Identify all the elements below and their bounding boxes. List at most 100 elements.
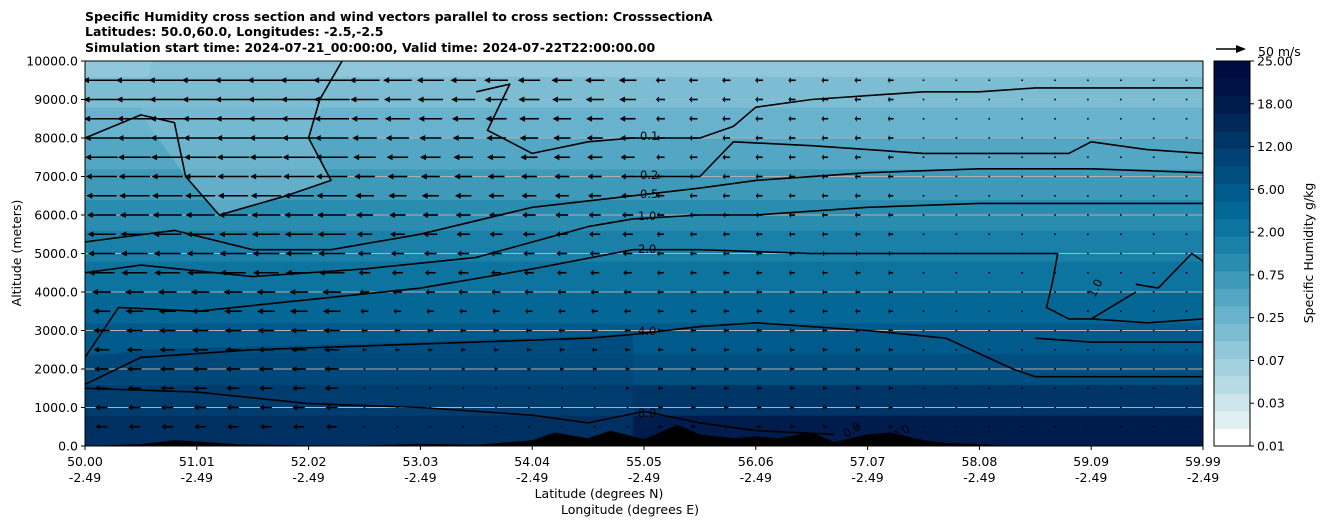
wind-vector-head <box>318 250 325 257</box>
wind-vector <box>363 425 366 428</box>
wind-vector-head <box>855 385 858 392</box>
wind-vector-head <box>756 269 759 276</box>
wind-vector-head <box>722 96 725 103</box>
wind-vector <box>988 271 991 274</box>
wind-vector <box>922 156 925 159</box>
wind-vector-head <box>723 308 726 315</box>
wind-vector-head <box>115 77 122 84</box>
wind-vector-head <box>93 327 99 334</box>
wind-vector-head <box>322 308 329 315</box>
wind-vector-head <box>688 96 693 103</box>
wind-vector <box>1119 368 1122 370</box>
wind-vector-head <box>821 154 824 161</box>
wind-vector-head <box>215 96 222 103</box>
wind-vector <box>363 406 366 409</box>
wind-vector-head <box>352 135 359 141</box>
wind-vector-head <box>688 77 692 84</box>
wind-vector <box>1087 194 1089 197</box>
wind-vector-head <box>95 423 100 430</box>
wind-vector-head <box>723 346 726 353</box>
wind-vector-head <box>854 96 857 103</box>
wind-vector <box>1185 194 1188 197</box>
wind-vector <box>922 271 925 274</box>
wind-vector <box>429 425 432 428</box>
title-line-1: Specific Humidity cross section and wind… <box>85 9 713 24</box>
wind-vector <box>1021 329 1023 332</box>
wind-vector-head <box>789 366 792 372</box>
wind-vector-head <box>524 289 528 295</box>
wind-vector-head <box>152 212 159 218</box>
wind-vector <box>429 387 432 390</box>
wind-vector-head <box>281 135 288 141</box>
wind-vector-head <box>524 269 528 276</box>
wind-vector-head <box>657 269 660 276</box>
wind-vector-head <box>285 269 292 276</box>
wind-vector <box>1054 348 1056 351</box>
wind-vector-head <box>315 154 322 161</box>
x-tick-label-lat: 58.08 <box>962 454 998 469</box>
wind-vector-head <box>854 173 857 180</box>
wind-vector <box>955 194 958 197</box>
wind-vector <box>922 98 925 101</box>
wind-vector-head <box>85 173 92 180</box>
wind-vector <box>1021 98 1023 101</box>
wind-vector-head <box>182 96 189 103</box>
wind-vector-head <box>723 269 726 276</box>
wind-vector <box>1185 117 1188 120</box>
wind-vector <box>495 425 497 428</box>
wind-vector-head <box>755 231 759 238</box>
wind-vector-head <box>158 308 165 315</box>
wind-vector-head <box>387 173 394 180</box>
wind-vector-head <box>821 173 824 180</box>
wind-vector-head <box>323 327 330 334</box>
wind-vector-head <box>283 192 290 199</box>
wind-vector <box>955 214 958 216</box>
wind-vector-head <box>689 173 693 180</box>
wind-vector <box>1087 252 1089 255</box>
y-tick-label: 1000.0 <box>34 400 78 415</box>
wind-vector-head <box>128 423 133 430</box>
wind-vector-head <box>92 308 99 315</box>
wind-vector <box>1119 310 1122 313</box>
wind-vector <box>988 368 991 370</box>
colorbar-segment <box>1214 253 1250 272</box>
wind-vector-head <box>887 135 890 141</box>
contour-label: 4.0 <box>638 324 656 338</box>
wind-vector <box>988 348 991 351</box>
wind-vector <box>1152 252 1155 255</box>
wind-vector-head <box>118 154 125 161</box>
wind-vector-head <box>354 173 361 180</box>
wind-vector <box>1054 425 1056 428</box>
wind-vector-head <box>854 192 857 199</box>
wind-vector-head <box>457 250 462 257</box>
wind-vector-head <box>417 96 424 103</box>
wind-vector-head <box>854 154 857 161</box>
wind-vector-head <box>458 289 462 295</box>
wind-vector <box>955 271 958 274</box>
wind-vector <box>363 368 366 370</box>
wind-vector-head <box>249 154 256 161</box>
wind-vector-head <box>587 154 593 161</box>
wind-vector-head <box>290 346 297 353</box>
wind-vector-head <box>526 346 529 353</box>
wind-vector-head <box>259 404 265 411</box>
wind-vector <box>1185 310 1188 313</box>
wind-vector-head <box>281 115 288 122</box>
contour-1.0 <box>1135 252 1203 289</box>
wind-vector <box>1021 79 1023 82</box>
wind-vector <box>1119 156 1122 159</box>
wind-vector-head <box>457 269 462 276</box>
wind-vector <box>1021 252 1023 255</box>
wind-vector-head <box>689 212 693 218</box>
wind-vector-head <box>360 308 364 315</box>
wind-vector <box>988 98 991 101</box>
wind-vector-head <box>888 385 890 392</box>
colorbar-segment <box>1214 236 1250 254</box>
wind-vector-head <box>325 404 330 411</box>
wind-vector-head <box>351 115 358 122</box>
wind-vector-head <box>854 77 857 84</box>
wind-vector-head <box>257 327 264 334</box>
wind-vector-head <box>452 135 459 141</box>
wind-vector-head <box>450 77 457 84</box>
wind-vector-head <box>484 77 491 84</box>
